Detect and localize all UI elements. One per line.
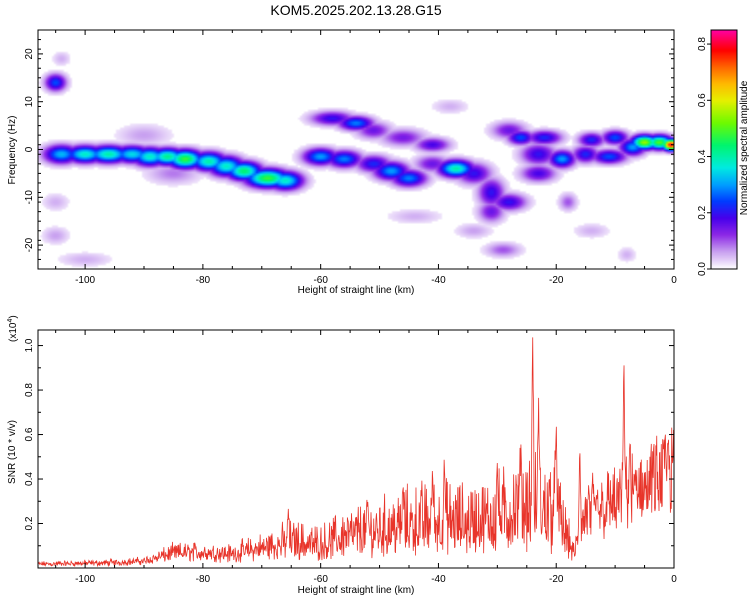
y-tick-label: 1.0 (24, 338, 35, 352)
y-tick-label: 20 (24, 48, 35, 60)
snr-x-axis: -100 -80 -60 -40 -20 0 (55, 330, 677, 585)
x-tick-label: -60 (313, 574, 328, 585)
spectrogram-panel: -100 -80 -60 -40 -20 0 20 10 0 -10 -20 Height of … (7, 29, 677, 296)
colorbar-gradient (711, 30, 737, 269)
x-tick-label: -40 (431, 574, 446, 585)
x-tick-label: -80 (196, 574, 211, 585)
colorbar-tick-label: 0.0 (697, 262, 708, 276)
colorbar-ticks: 0.0 0.2 0.4 0.6 0.8 (697, 37, 711, 276)
y-tick-label: 0 (24, 146, 35, 152)
snr-series-line (38, 337, 674, 568)
x-tick-label: -100 (75, 275, 95, 286)
x-tick-label: -40 (431, 275, 446, 286)
spectrogram-y-label: Frequency (Hz) (7, 116, 18, 185)
x-tick-label: -20 (549, 275, 564, 286)
spectrogram-x-axis: -100 -80 -60 -40 -20 0 (55, 30, 677, 286)
y-tick-label: 0.4 (24, 472, 35, 486)
spectrogram-x-label: Height of straight line (km) (298, 285, 415, 296)
y-tick-label: 0.2 (24, 516, 35, 530)
snr-multiplier-exponent: 4 (7, 319, 14, 323)
colorbar-tick-label: 0.2 (697, 205, 708, 219)
colorbar: 0.0 0.2 0.4 0.6 0.8 Normalized spectral ampl… (697, 29, 750, 276)
x-tick-label: -80 (196, 275, 211, 286)
snr-frame (37, 329, 675, 569)
x-tick-label: -20 (549, 574, 564, 585)
snr-y-axis: 0.2 0.4 0.6 0.8 1.0 (24, 338, 674, 547)
colorbar-frame (710, 29, 738, 270)
y-tick-label: -20 (24, 237, 35, 252)
colorbar-tick-label: 0.6 (697, 93, 708, 107)
spectrogram-y-axis: 20 10 0 -10 -20 (24, 29, 674, 270)
snr-multiplier: (x104) (7, 315, 19, 342)
figure-title: KOM5.2025.202.13.28.G15 (270, 2, 441, 18)
x-tick-label: 0 (671, 275, 677, 286)
x-tick-label: 0 (671, 574, 677, 585)
snr-panel: -100 -80 -60 -40 -20 0 0.2 0.4 0.6 0.8 1.0 Height… (7, 315, 677, 596)
spectrogram-heatmap (38, 30, 674, 269)
colorbar-tick-label: 0.8 (697, 37, 708, 51)
y-tick-label: 0.6 (24, 427, 35, 441)
snr-multiplier-base: (x10 (8, 322, 19, 342)
x-tick-label: -100 (75, 574, 95, 585)
snr-x-label: Height of straight line (km) (298, 585, 415, 596)
snr-y-label: SNR (10 * v/v) (7, 420, 18, 484)
colorbar-label: Normalized spectral amplitude (739, 80, 750, 215)
x-tick-label: -60 (313, 275, 328, 286)
y-tick-label: 0.8 (24, 383, 35, 397)
y-tick-label: 10 (24, 96, 35, 108)
colorbar-tick-label: 0.4 (697, 149, 708, 163)
snr-multiplier-close: ) (8, 315, 19, 318)
y-tick-label: -10 (24, 190, 35, 205)
